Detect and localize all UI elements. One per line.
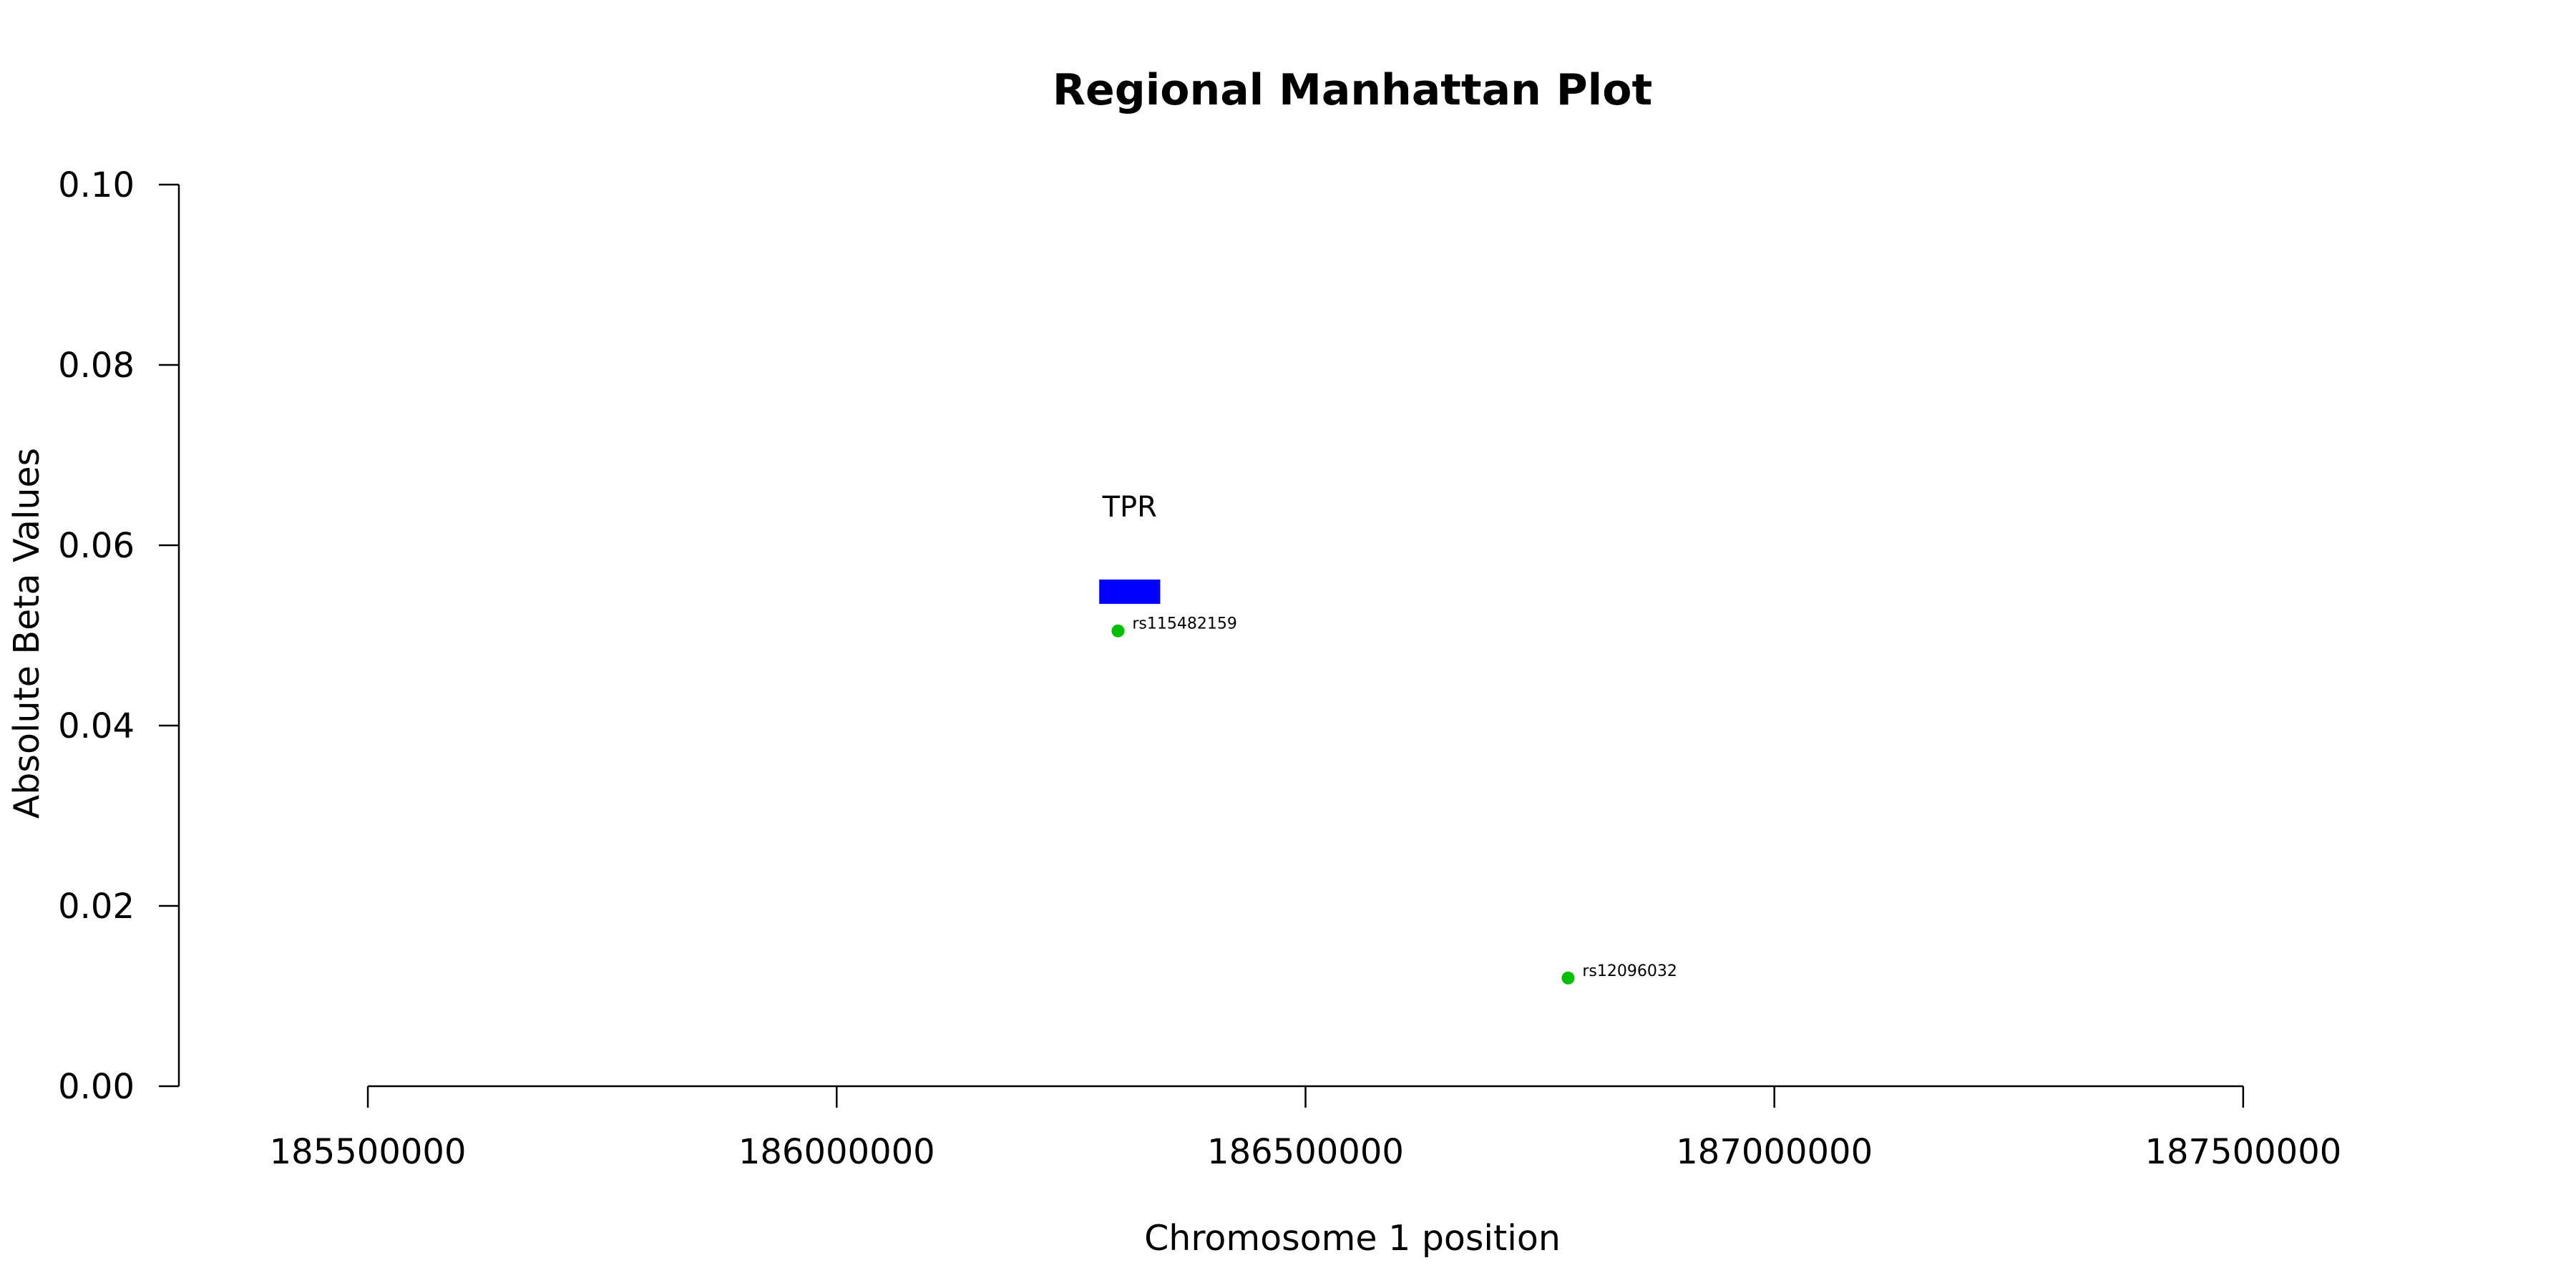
snp-point <box>1111 624 1125 638</box>
x-tick-label: 185500000 <box>270 1132 467 1172</box>
chart-title: Regional Manhattan Plot <box>1053 65 1652 115</box>
x-tick-label: 187000000 <box>1676 1132 1873 1172</box>
x-axis-title: Chromosome 1 position <box>1144 1218 1561 1259</box>
gene-label: TPR <box>1102 491 1157 524</box>
y-tick-label: 0.00 <box>58 1067 135 1107</box>
y-tick-label: 0.04 <box>58 706 135 746</box>
y-tick-label: 0.10 <box>58 165 135 205</box>
x-tick-label: 186500000 <box>1207 1132 1404 1172</box>
snp-label: rs115482159 <box>1132 615 1236 633</box>
snp-points: rs115482159 rs12096032 <box>1111 615 1677 985</box>
y-tick-label: 0.02 <box>58 887 135 927</box>
x-axis: 185500000 186000000 186500000 187000000 1875… <box>270 1085 2341 1172</box>
y-tick-label: 0.06 <box>58 526 135 566</box>
y-tick-label: 0.08 <box>58 346 135 386</box>
y-axis: 0.00 0.02 0.04 0.06 0.08 0.10 <box>58 165 180 1107</box>
snp-label: rs12096032 <box>1582 962 1677 980</box>
gene-box <box>1099 579 1161 604</box>
y-axis-title: Absolute Beta Values <box>6 448 47 819</box>
x-tick-label: 186000000 <box>738 1132 935 1172</box>
x-tick-label: 187500000 <box>2145 1132 2341 1172</box>
snp-point <box>1561 971 1575 985</box>
gene-track: TPR <box>1099 491 1161 604</box>
